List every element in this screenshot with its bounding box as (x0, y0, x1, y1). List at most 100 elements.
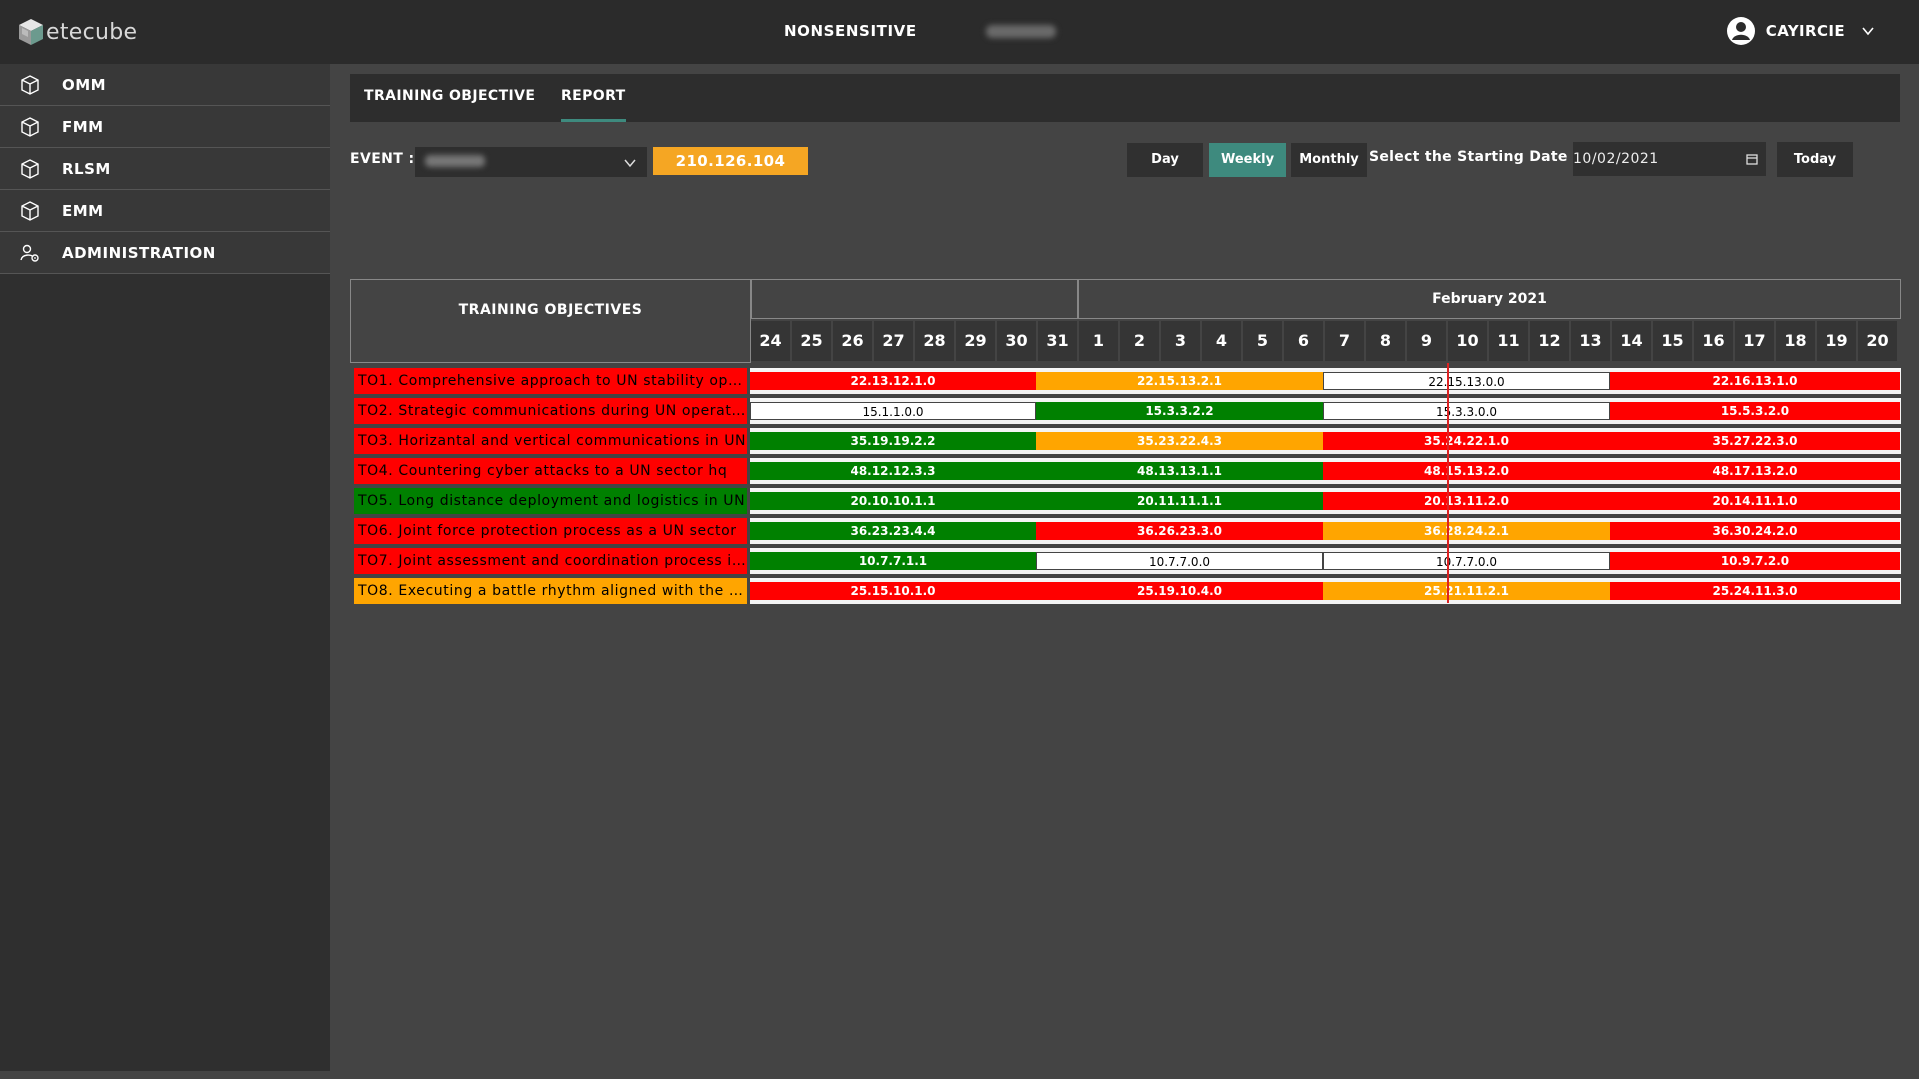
today-button[interactable]: Today (1777, 142, 1853, 177)
user-avatar-icon (1726, 17, 1755, 45)
cube-logo-icon (19, 19, 43, 45)
tab-report[interactable]: REPORT (561, 74, 626, 122)
sidebar-item-emm[interactable]: EMM (0, 190, 330, 232)
sidebar-item-omm[interactable]: OMM (0, 64, 330, 106)
objective-label[interactable]: TO8. Executing a battle rhythm aligned w… (354, 578, 747, 604)
start-date-value: 10/02/2021 (1573, 151, 1659, 167)
day-header-cell: 18 (1776, 321, 1815, 361)
progress-bar[interactable]: 25.15.10.1.0 (750, 582, 1036, 600)
objective-label[interactable]: TO7. Joint assessment and coordination p… (354, 548, 747, 574)
progress-bar[interactable]: 25.19.10.4.0 (1036, 582, 1323, 600)
progress-bar[interactable]: 35.27.22.3.0 (1610, 432, 1900, 450)
progress-bar[interactable]: 36.23.23.4.4 (750, 522, 1036, 540)
day-header-cell: 8 (1366, 321, 1405, 361)
progress-bar[interactable]: 36.30.24.2.0 (1610, 522, 1900, 540)
progress-bar[interactable]: 15.5.3.2.0 (1610, 402, 1900, 420)
sidebar-item-label: FMM (62, 117, 104, 136)
day-header-cell: 16 (1694, 321, 1733, 361)
cube-icon (21, 158, 39, 179)
progress-bar[interactable]: 35.23.22.4.3 (1036, 432, 1323, 450)
day-header-cell: 30 (997, 321, 1036, 361)
progress-bar[interactable]: 20.13.11.2.0 (1323, 492, 1610, 510)
day-header-cell: 15 (1653, 321, 1692, 361)
progress-bar[interactable]: 36.26.23.3.0 (1036, 522, 1323, 540)
redacted-event-value (425, 155, 485, 167)
gantt-grid: TRAINING OBJECTIVES February 2021 24 25 26… (350, 279, 1901, 604)
training-objectives-header: TRAINING OBJECTIVES (350, 279, 751, 363)
progress-bar[interactable]: 25.24.11.3.0 (1610, 582, 1900, 600)
day-header-cell: 13 (1571, 321, 1610, 361)
day-header-cell: 10 (1448, 321, 1487, 361)
sidebar-item-administration[interactable]: ADMINISTRATION (0, 232, 330, 274)
day-header-cell: 2 (1120, 321, 1159, 361)
tab-bar: TRAINING OBJECTIVE REPORT (350, 74, 1900, 122)
progress-bar[interactable]: 10.7.7.1.1 (750, 552, 1036, 570)
progress-bar[interactable]: 15.3.3.0.0 (1323, 402, 1610, 420)
objective-label[interactable]: TO4. Countering cyber attacks to a UN se… (354, 458, 747, 484)
app-logo[interactable]: etecube (18, 16, 137, 48)
progress-bar[interactable]: 35.19.19.2.2 (750, 432, 1036, 450)
progress-bar[interactable]: 15.3.3.2.2 (1036, 402, 1323, 420)
objective-label[interactable]: TO6. Joint force protection process as a… (354, 518, 747, 544)
objective-label[interactable]: TO3. Horizantal and vertical communicati… (354, 428, 747, 454)
start-date-input[interactable]: 10/02/2021 (1573, 142, 1766, 176)
today-marker-line (1447, 363, 1449, 603)
day-view-button[interactable]: Day (1127, 143, 1203, 177)
cube-icon (21, 200, 39, 221)
day-header-cell: 24 (751, 321, 790, 361)
objective-label[interactable]: TO2. Strategic communications during UN … (354, 398, 747, 424)
month-cell-prev (751, 279, 1078, 319)
training-objectives-header-label: TRAINING OBJECTIVES (458, 302, 643, 318)
progress-bar[interactable]: 48.15.13.2.0 (1323, 462, 1610, 480)
day-header-cell: 5 (1243, 321, 1282, 361)
calendar-icon (1746, 154, 1758, 165)
day-header-cell: 9 (1407, 321, 1446, 361)
progress-bar[interactable]: 22.13.12.1.0 (750, 372, 1036, 390)
progress-bar[interactable]: 10.9.7.2.0 (1610, 552, 1900, 570)
progress-bar[interactable]: 22.15.13.0.0 (1323, 372, 1610, 390)
progress-bar[interactable]: 22.15.13.2.1 (1036, 372, 1323, 390)
progress-bar[interactable]: 20.10.10.1.1 (750, 492, 1036, 510)
chevron-down-icon (624, 159, 636, 168)
progress-bar[interactable]: 35.24.22.1.0 (1323, 432, 1610, 450)
day-header-cell: 26 (833, 321, 872, 361)
progress-bar[interactable]: 22.16.13.1.0 (1610, 372, 1900, 390)
redacted-text (986, 25, 1056, 38)
day-header-cell: 11 (1489, 321, 1528, 361)
sidebar-item-rlsm[interactable]: RLSM (0, 148, 330, 190)
day-header-cell: 1 (1079, 321, 1118, 361)
sidebar-item-fmm[interactable]: FMM (0, 106, 330, 148)
weekly-view-button[interactable]: Weekly (1209, 143, 1286, 177)
day-header-cell: 6 (1284, 321, 1323, 361)
day-header-cell: 25 (792, 321, 831, 361)
user-menu[interactable]: CAYIRCIE (1726, 16, 1875, 46)
progress-bar[interactable]: 25.21.11.2.1 (1323, 582, 1610, 600)
monthly-view-button[interactable]: Monthly (1291, 143, 1367, 177)
day-header-cell: 12 (1530, 321, 1569, 361)
day-header-cell: 7 (1325, 321, 1364, 361)
progress-bar[interactable]: 20.11.11.1.1 (1036, 492, 1323, 510)
progress-bar[interactable]: 15.1.1.0.0 (750, 402, 1036, 420)
day-header-cell: 27 (874, 321, 913, 361)
top-bar: etecube NONSENSITIVE CAYIRCIE (0, 0, 1919, 64)
progress-bar[interactable]: 48.17.13.2.0 (1610, 462, 1900, 480)
chevron-down-icon (1862, 27, 1874, 36)
progress-bar[interactable]: 48.13.13.1.1 (1036, 462, 1323, 480)
progress-bar[interactable]: 36.28.24.2.1 (1323, 522, 1610, 540)
cube-icon (21, 116, 39, 137)
progress-bar[interactable]: 48.12.12.3.3 (750, 462, 1036, 480)
sidebar: OMM FMM RLSM EMM ADMINISTRATION (0, 64, 330, 1071)
sidebar-item-label: ADMINISTRATION (62, 243, 216, 262)
objective-label[interactable]: TO5. Long distance deployment and logist… (354, 488, 747, 514)
event-label: EVENT : (350, 151, 415, 167)
progress-bar[interactable]: 20.14.11.1.0 (1610, 492, 1900, 510)
progress-bar[interactable]: 10.7.7.0.0 (1036, 552, 1323, 570)
sidebar-item-label: EMM (62, 201, 104, 220)
tab-training-objective[interactable]: TRAINING OBJECTIVE (364, 88, 536, 104)
day-header-cell: 29 (956, 321, 995, 361)
progress-bar[interactable]: 10.7.7.0.0 (1323, 552, 1610, 570)
event-select[interactable] (415, 147, 647, 177)
day-header-cell: 14 (1612, 321, 1651, 361)
objective-label[interactable]: TO1. Comprehensive approach to UN stabil… (354, 368, 747, 394)
start-date-label: Select the Starting Date : (1369, 149, 1579, 165)
